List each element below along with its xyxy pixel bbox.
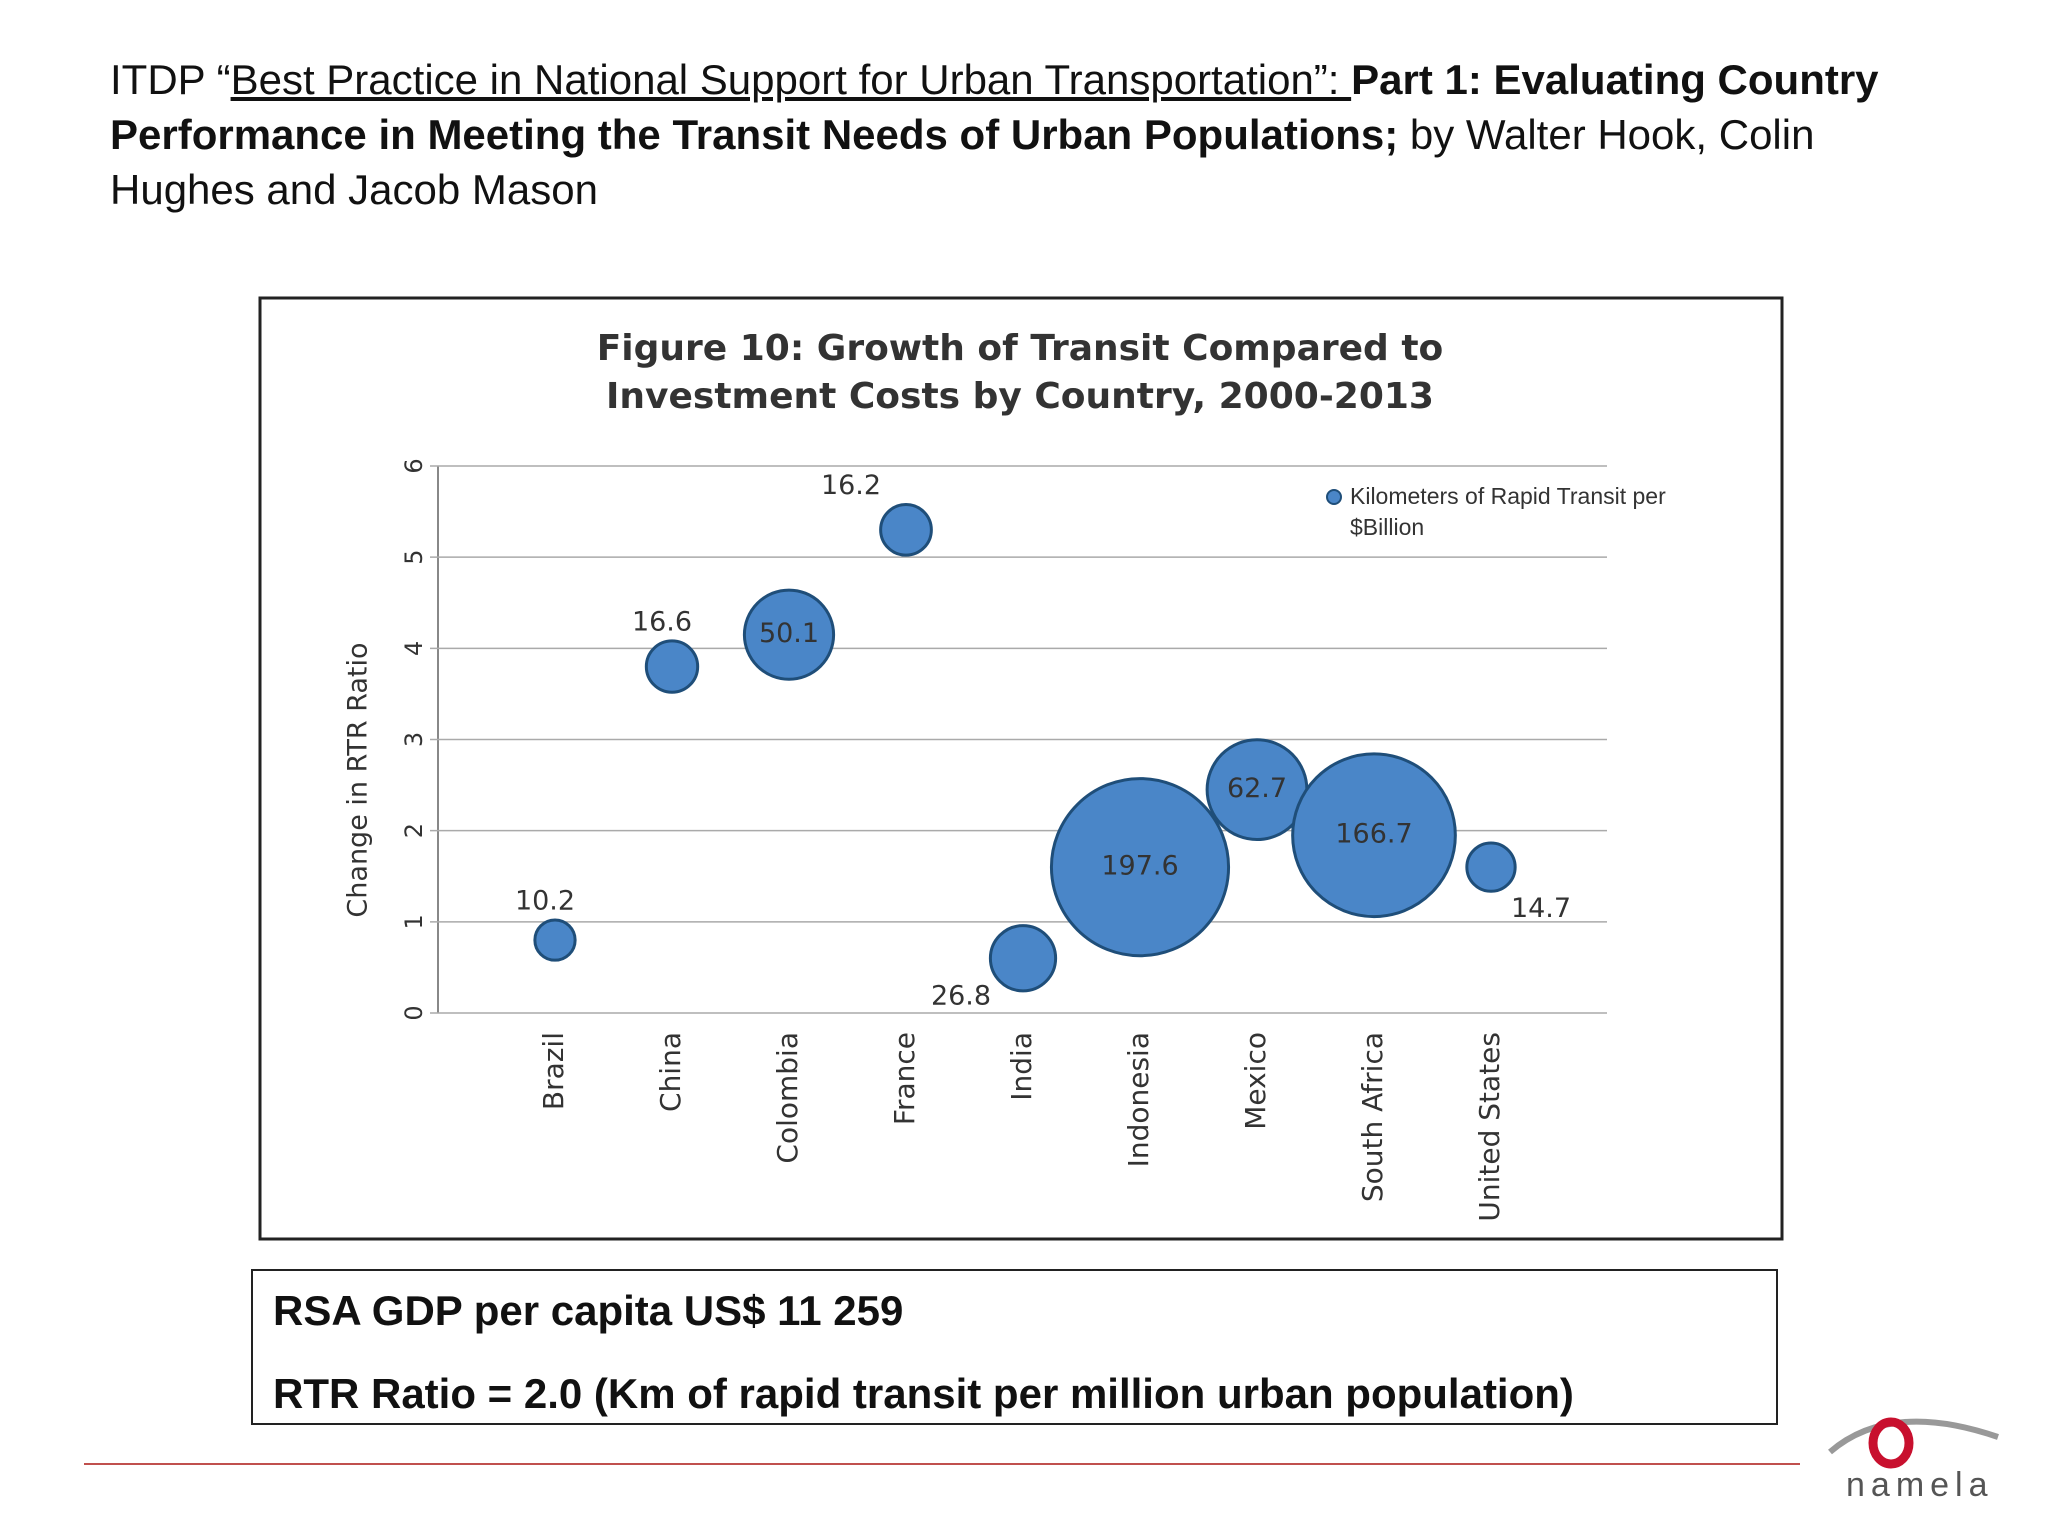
- x-tick-label: United States: [1473, 1032, 1506, 1222]
- data-label: 50.1: [759, 618, 819, 649]
- x-tick-label: Colombia: [771, 1032, 804, 1164]
- bubble: [644, 639, 700, 694]
- x-tick-label: Mexico: [1239, 1032, 1272, 1130]
- title-box: Figure 10: Growth of Transit Compared to…: [596, 328, 1444, 417]
- header-link-text: Best Practice in National Support for Ur…: [230, 56, 1352, 103]
- logo-mark: [1828, 1417, 1999, 1469]
- bubble: [988, 924, 1058, 993]
- header: ITDP “Best Practice in National Support …: [110, 52, 1970, 217]
- data-label: 10.2: [515, 885, 575, 916]
- notes-box: RSA GDP per capita US$ 11 259 RTR Ratio …: [251, 1269, 1778, 1425]
- y-tick-label: 6: [400, 458, 428, 473]
- bubble: [742, 588, 836, 681]
- chart-frame: [258, 296, 1784, 1241]
- x-tick-label: Indonesia: [1122, 1032, 1155, 1167]
- data-label: 16.6: [632, 606, 692, 637]
- header-text: ITDP “: [110, 56, 231, 103]
- data-label: 14.7: [1511, 893, 1571, 924]
- data-label: 197.6: [1101, 851, 1178, 882]
- bubble: [879, 502, 933, 557]
- legend: Kilometers of Rapid Transit per $Billion: [1350, 481, 1680, 543]
- data-label: 26.8: [931, 980, 991, 1011]
- y-axis-title: Change in RTR Ratio: [343, 642, 374, 917]
- y-tick-label: 1: [400, 914, 428, 929]
- x-tick-label: Brazil: [537, 1032, 570, 1110]
- bubble: [1465, 841, 1517, 893]
- x-tick-label: France: [888, 1032, 921, 1125]
- x-tick-label: India: [1005, 1032, 1038, 1101]
- y-tick-label: 2: [400, 823, 428, 838]
- bubble: [533, 918, 577, 962]
- legend-swatch: [1326, 489, 1342, 505]
- header-bold-text: Part 1: Evaluating Country Performance i…: [110, 56, 1879, 158]
- logo-text: namela: [1846, 1466, 1994, 1504]
- header-text: by Walter Hook, Colin Hughes and Jacob M…: [110, 111, 1815, 213]
- note: RSA GDP per capita US$ 11 259: [273, 1287, 904, 1334]
- chart-title: Figure 10: Growth of Transit Compared to…: [596, 328, 1444, 417]
- y-tick-label: 0: [400, 1005, 428, 1020]
- legend-label: Kilometers of Rapid Transit per $Billion: [1350, 483, 1666, 540]
- y-tick-label: 5: [400, 550, 428, 565]
- data-label: 16.2: [821, 470, 881, 501]
- x-tick-label: South Africa: [1356, 1032, 1389, 1202]
- data-label: 62.7: [1227, 773, 1287, 804]
- bubble: [1049, 777, 1231, 958]
- y-tick-label: 4: [400, 641, 428, 656]
- bubble: [1291, 752, 1457, 919]
- note: RTR Ratio = 2.0 (Km of rapid transit per…: [273, 1370, 1574, 1417]
- y-tick-label: 3: [400, 732, 428, 747]
- x-tick-label: China: [654, 1032, 687, 1112]
- data-label: 166.7: [1335, 819, 1412, 850]
